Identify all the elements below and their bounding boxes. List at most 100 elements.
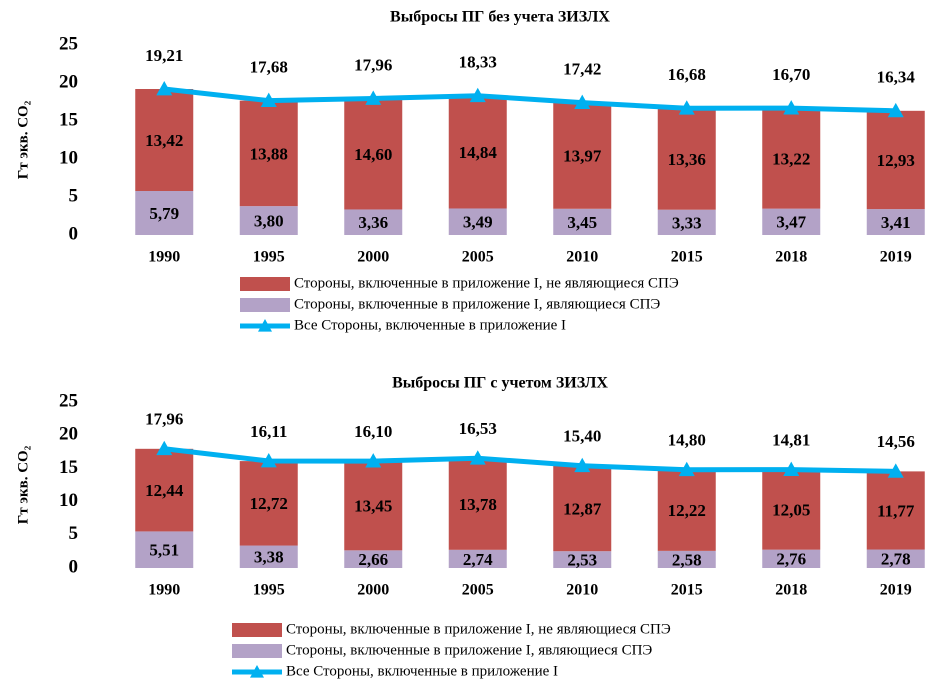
legend-label: Все Стороны, включенные в приложение I bbox=[294, 317, 566, 333]
y-tick-label: 0 bbox=[69, 556, 79, 577]
bar bbox=[344, 550, 403, 568]
bar bbox=[239, 100, 298, 207]
line-marker bbox=[260, 92, 277, 108]
data-label: 3,47 bbox=[776, 213, 806, 232]
x-tick-label: 2018 bbox=[775, 582, 807, 599]
data-label: 12,87 bbox=[563, 499, 602, 518]
x-tick-label: 1990 bbox=[148, 582, 180, 599]
data-label: 3,45 bbox=[567, 213, 597, 232]
chart-title: Выбросы ПГ без учета ЗИЗЛХ bbox=[390, 9, 610, 26]
data-label: 12,22 bbox=[668, 501, 706, 520]
data-label: 2,53 bbox=[567, 551, 597, 570]
data-label: 17,68 bbox=[250, 58, 288, 77]
data-label: 13,97 bbox=[563, 147, 602, 166]
y-tick-label: 10 bbox=[59, 147, 78, 168]
x-tick-label: 2000 bbox=[357, 582, 389, 599]
y-tick-label: 5 bbox=[69, 185, 79, 206]
legend-label: Стороны, включенные в приложение I, явля… bbox=[286, 642, 652, 658]
x-tick-label: 2000 bbox=[357, 249, 389, 266]
bar bbox=[344, 209, 403, 235]
bar bbox=[448, 549, 507, 568]
data-label: 13,22 bbox=[772, 149, 810, 168]
data-label: 14,80 bbox=[668, 431, 706, 450]
data-label: 11,77 bbox=[877, 501, 915, 520]
line-marker bbox=[260, 453, 277, 468]
x-tick-label: 2015 bbox=[671, 582, 703, 599]
y-tick-label: 25 bbox=[59, 33, 78, 54]
total-line bbox=[163, 86, 896, 114]
data-label: 19,21 bbox=[145, 46, 183, 65]
bar bbox=[344, 461, 403, 551]
bar bbox=[657, 469, 716, 551]
bar bbox=[135, 190, 194, 235]
line-marker bbox=[156, 440, 173, 456]
data-label: 13,88 bbox=[250, 144, 288, 163]
data-label: 14,56 bbox=[877, 432, 915, 451]
bar bbox=[135, 89, 194, 191]
y-axis-label: Гт экв. CO₂ bbox=[15, 100, 31, 179]
legend-swatch bbox=[240, 298, 290, 312]
data-label: 3,49 bbox=[463, 213, 493, 232]
x-tick-label: 2005 bbox=[462, 249, 494, 266]
line-marker bbox=[156, 81, 173, 96]
data-label: 2,74 bbox=[463, 550, 493, 569]
bar bbox=[762, 208, 821, 235]
data-label: 14,84 bbox=[459, 143, 498, 162]
x-tick-label: 2010 bbox=[566, 249, 598, 266]
x-tick-label: 1995 bbox=[253, 582, 285, 599]
bar bbox=[553, 208, 612, 235]
data-label: 3,33 bbox=[672, 213, 702, 232]
line-marker bbox=[783, 100, 800, 115]
x-tick-label: 1990 bbox=[148, 249, 180, 266]
legend-label: Стороны, включенные в приложение I, не я… bbox=[294, 275, 679, 291]
x-tick-label: 2019 bbox=[880, 582, 912, 599]
data-label: 16,70 bbox=[772, 65, 810, 84]
legend-label: Стороны, включенные в приложение I, не я… bbox=[286, 621, 671, 637]
data-label: 14,60 bbox=[354, 145, 392, 164]
data-label: 17,96 bbox=[354, 55, 392, 74]
bar bbox=[135, 448, 194, 532]
bar bbox=[762, 108, 821, 209]
y-axis-label: Гт экв. CO₂ bbox=[15, 445, 31, 524]
x-tick-label: 2015 bbox=[671, 249, 703, 266]
data-label: 17,96 bbox=[145, 410, 183, 429]
y-tick-label: 15 bbox=[59, 109, 78, 130]
total-line bbox=[163, 446, 896, 474]
data-label: 12,44 bbox=[145, 481, 184, 500]
bar bbox=[239, 206, 298, 235]
data-label: 16,68 bbox=[668, 65, 706, 84]
x-tick-label: 2005 bbox=[462, 582, 494, 599]
line-marker bbox=[469, 450, 486, 465]
data-label: 3,41 bbox=[881, 213, 911, 232]
line-marker bbox=[678, 100, 695, 115]
data-label: 3,36 bbox=[358, 213, 388, 232]
bar bbox=[762, 549, 821, 568]
x-tick-label: 1995 bbox=[253, 249, 285, 266]
y-tick-label: 10 bbox=[59, 490, 78, 511]
bar bbox=[657, 550, 716, 568]
x-tick-label: 2019 bbox=[880, 249, 912, 266]
data-label: 15,40 bbox=[563, 427, 601, 446]
data-label: 16,34 bbox=[877, 68, 916, 87]
x-tick-label: 2010 bbox=[566, 582, 598, 599]
data-label: 13,36 bbox=[668, 150, 706, 169]
y-tick-label: 0 bbox=[69, 223, 79, 244]
bar bbox=[762, 469, 821, 550]
bar bbox=[553, 465, 612, 552]
bar bbox=[657, 209, 716, 235]
data-label: 2,58 bbox=[672, 550, 702, 569]
bar bbox=[866, 110, 925, 210]
bar bbox=[553, 102, 612, 209]
y-tick-label: 20 bbox=[59, 71, 78, 92]
data-label: 13,42 bbox=[145, 131, 183, 150]
chart-title: Выбросы ПГ с учетом ЗИЗЛХ bbox=[392, 375, 608, 392]
data-label: 13,45 bbox=[354, 497, 392, 516]
legend-swatch bbox=[232, 623, 282, 637]
data-label: 18,33 bbox=[459, 53, 497, 72]
data-label: 14,81 bbox=[772, 431, 810, 450]
line-marker bbox=[783, 461, 800, 477]
line-marker bbox=[574, 94, 591, 110]
legend-marker bbox=[258, 319, 272, 332]
y-tick-label: 20 bbox=[59, 424, 78, 445]
line-marker bbox=[365, 453, 382, 468]
